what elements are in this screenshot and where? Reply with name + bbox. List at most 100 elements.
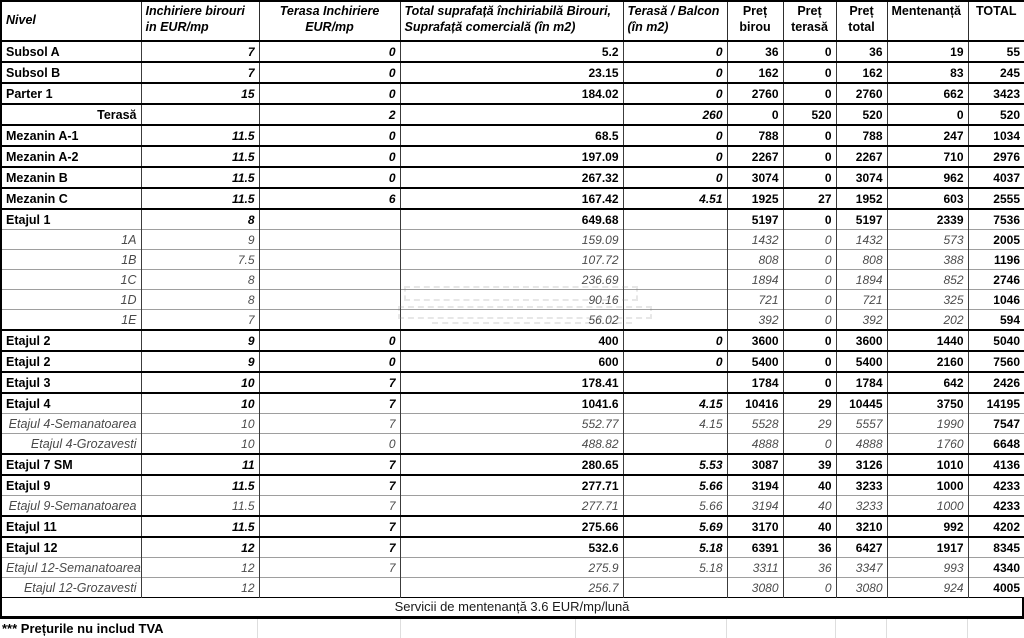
cell-suprafata[interactable]: 649.68 [399, 208, 624, 230]
col-header-mentenanta[interactable]: Mentenanță [886, 0, 969, 42]
cell-terasa-balcon[interactable]: 0 [622, 40, 728, 62]
cell-mentenanta[interactable]: 325 [886, 289, 969, 310]
cell-pret-birou[interactable]: 3194 [726, 474, 784, 496]
cell-mentenanta[interactable]: 710 [886, 145, 969, 167]
cell-mentenanta[interactable]: 962 [886, 166, 969, 188]
cell-suprafata[interactable]: 277.71 [399, 474, 624, 496]
cell-pret-total[interactable]: 5400 [835, 350, 888, 372]
cell-terasa-balcon[interactable]: 4.51 [622, 187, 728, 209]
cell-pret-birou[interactable]: 1894 [726, 269, 784, 290]
cell-terasa-balcon[interactable]: 5.53 [622, 453, 728, 475]
row-label[interactable]: Etajul 2 [0, 350, 142, 372]
cell-pret-terasa[interactable]: 0 [782, 145, 837, 167]
cell-terasa-balcon[interactable]: 5.18 [622, 557, 728, 578]
cell-total[interactable]: 1046 [967, 289, 1024, 310]
cell-mentenanta[interactable]: 642 [886, 371, 969, 393]
cell-mentenanta[interactable]: 388 [886, 249, 969, 270]
cell-rate-birouri[interactable]: 8 [140, 208, 260, 230]
cell-rate-birouri[interactable]: 12 [140, 577, 260, 598]
cell-rate-birouri[interactable]: 9 [140, 350, 260, 372]
cell-suprafata[interactable]: 184.02 [399, 82, 624, 104]
cell-rate-birouri[interactable]: 11 [140, 453, 260, 475]
cell-terasa-balcon[interactable]: 0 [622, 124, 728, 146]
cell-pret-total[interactable]: 2267 [835, 145, 888, 167]
cell-suprafata[interactable]: 178.41 [399, 371, 624, 393]
cell-rate-terasa[interactable] [258, 309, 401, 330]
row-label[interactable]: Etajul 2 [0, 329, 142, 351]
cell-pret-birou[interactable]: 1925 [726, 187, 784, 209]
row-label[interactable]: 1E [0, 309, 142, 330]
cell-pret-total[interactable]: 10445 [835, 392, 888, 414]
row-label[interactable]: Mezanin A-2 [0, 145, 142, 167]
cell-pret-birou[interactable]: 3087 [726, 453, 784, 475]
cell-pret-birou[interactable]: 3170 [726, 515, 784, 537]
cell-total[interactable]: 4037 [967, 166, 1024, 188]
cell-pret-total[interactable]: 3233 [835, 474, 888, 496]
cell-rate-terasa[interactable] [258, 289, 401, 310]
cell-suprafata[interactable]: 107.72 [399, 249, 624, 270]
col-header-total[interactable]: TOTAL [967, 0, 1024, 42]
row-label[interactable]: 1D [0, 289, 142, 310]
row-label[interactable]: Etajul 4-Grozavesti [0, 433, 142, 454]
cell-suprafata[interactable]: 23.15 [399, 61, 624, 83]
cell-mentenanta[interactable]: 993 [886, 557, 969, 578]
cell-pret-total[interactable]: 1432 [835, 229, 888, 250]
cell-mentenanta[interactable]: 852 [886, 269, 969, 290]
col-header-terasa-balcon[interactable]: Terasă / Balcon (în m2) [622, 0, 728, 42]
cell-pret-birou[interactable]: 1784 [726, 371, 784, 393]
cell-rate-birouri[interactable]: 8 [140, 289, 260, 310]
cell-suprafata[interactable]: 5.2 [399, 40, 624, 62]
cell-rate-terasa[interactable]: 0 [258, 145, 401, 167]
cell-rate-terasa[interactable]: 7 [258, 557, 401, 578]
cell-pret-birou[interactable]: 5400 [726, 350, 784, 372]
cell-suprafata[interactable]: 1041.6 [399, 392, 624, 414]
cell-total[interactable]: 4202 [967, 515, 1024, 537]
cell-pret-total[interactable]: 4888 [835, 433, 888, 454]
cell-pret-birou[interactable]: 2267 [726, 145, 784, 167]
cell-pret-terasa[interactable]: 0 [782, 433, 837, 454]
cell-pret-birou[interactable]: 36 [726, 40, 784, 62]
cell-total[interactable]: 520 [967, 103, 1024, 125]
cell-terasa-balcon[interactable] [622, 371, 728, 393]
cell-suprafata[interactable]: 532.6 [399, 536, 624, 558]
row-label[interactable]: 1B [0, 249, 142, 270]
row-label[interactable]: Mezanin C [0, 187, 142, 209]
cell-total[interactable]: 7547 [967, 413, 1024, 434]
row-label[interactable]: Etajul 3 [0, 371, 142, 393]
cell-terasa-balcon[interactable]: 0 [622, 350, 728, 372]
cell-suprafata[interactable]: 280.65 [399, 453, 624, 475]
cell-pret-total[interactable]: 3347 [835, 557, 888, 578]
cell-rate-birouri[interactable]: 11.5 [140, 474, 260, 496]
cell-pret-total[interactable]: 3126 [835, 453, 888, 475]
cell-total[interactable]: 7560 [967, 350, 1024, 372]
cell-terasa-balcon[interactable]: 0 [622, 61, 728, 83]
cell-pret-birou[interactable]: 392 [726, 309, 784, 330]
cell-rate-birouri[interactable]: 10 [140, 371, 260, 393]
cell-pret-terasa[interactable]: 36 [782, 557, 837, 578]
cell-rate-terasa[interactable] [258, 249, 401, 270]
cell-pret-birou[interactable]: 162 [726, 61, 784, 83]
row-label[interactable]: 1C [0, 269, 142, 290]
cell-suprafata[interactable]: 552.77 [399, 413, 624, 434]
row-label[interactable]: Mezanin B [0, 166, 142, 188]
cell-total[interactable]: 4233 [967, 495, 1024, 516]
cell-rate-birouri[interactable]: 7 [140, 309, 260, 330]
cell-pret-terasa[interactable]: 27 [782, 187, 837, 209]
cell-mentenanta[interactable]: 992 [886, 515, 969, 537]
cell-pret-terasa[interactable]: 0 [782, 577, 837, 598]
cell-pret-birou[interactable]: 10416 [726, 392, 784, 414]
col-header-terasa-inchiriere[interactable]: Terasa Inchiriere EUR/mp [258, 0, 401, 42]
cell-pret-total[interactable]: 2760 [835, 82, 888, 104]
cell-pret-terasa[interactable]: 0 [782, 124, 837, 146]
cell-suprafata[interactable]: 90.16 [399, 289, 624, 310]
col-header-nivel[interactable]: Nivel [0, 0, 142, 42]
cell-rate-terasa[interactable] [258, 208, 401, 230]
cell-pret-birou[interactable]: 0 [726, 103, 784, 125]
cell-pret-total[interactable]: 392 [835, 309, 888, 330]
cell-suprafata[interactable]: 167.42 [399, 187, 624, 209]
cell-suprafata[interactable]: 256.7 [399, 577, 624, 598]
cell-mentenanta[interactable]: 202 [886, 309, 969, 330]
cell-pret-terasa[interactable]: 0 [782, 309, 837, 330]
cell-total[interactable]: 7536 [967, 208, 1024, 230]
cell-total[interactable]: 1196 [967, 249, 1024, 270]
